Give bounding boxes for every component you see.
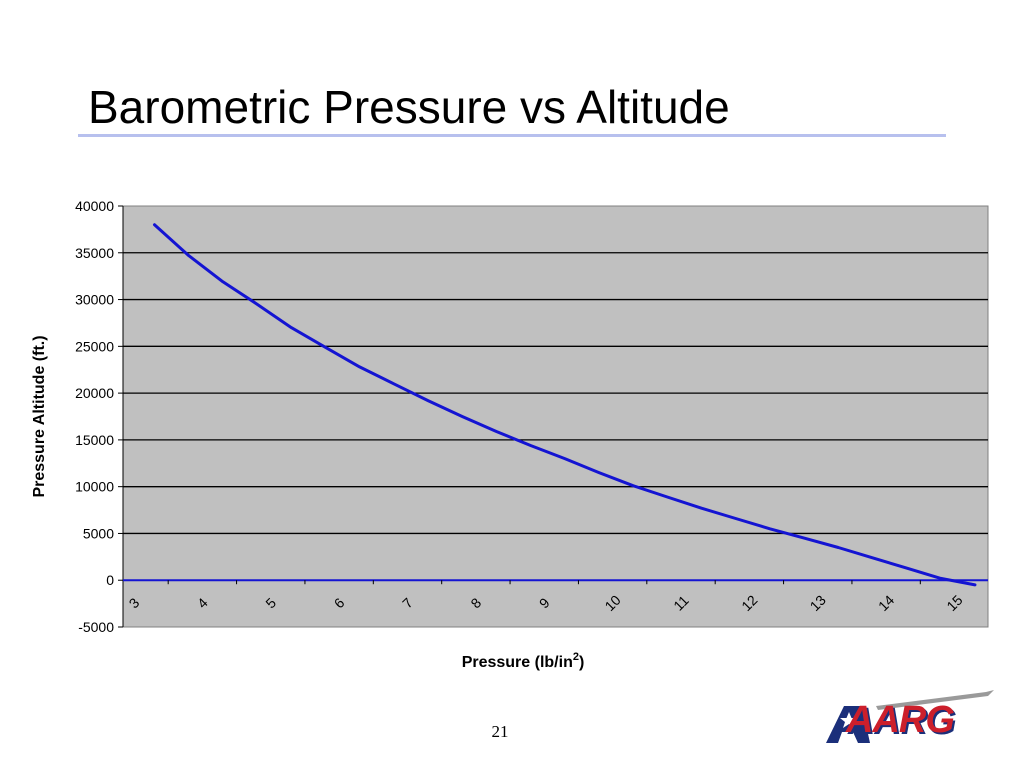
x-axis-title-superscript: 2 — [573, 651, 579, 663]
y-axis-title: Pressure Altitude (ft.) — [31, 335, 48, 497]
plot-area — [122, 205, 989, 628]
y-tick-label: 5000 — [83, 525, 114, 541]
logo-star-shape — [840, 712, 858, 728]
y-tick-label: 40000 — [75, 198, 114, 214]
y-tick-label: 30000 — [75, 292, 114, 308]
y-tick-label: 25000 — [75, 338, 114, 354]
grid-layer — [123, 252, 988, 581]
slide-title: Barometric Pressure vs Altitude — [88, 81, 730, 133]
logo-graphic — [826, 690, 994, 743]
y-tick-label: 35000 — [75, 245, 114, 261]
x-axis-title: Pressure (lb/in2) — [462, 651, 585, 671]
label-layer: -5000 0 5000 10000 15000 20000 25000 30000 35000… — [31, 198, 966, 671]
series-layer — [153, 223, 977, 587]
axis-layer — [118, 205, 988, 628]
pressure-altitude-series-line — [153, 223, 977, 587]
aarg-logo: AARG — [818, 688, 996, 748]
page-number: 21 — [491, 722, 509, 741]
logo-wordmark: AARG — [846, 699, 955, 741]
y-tick-label: 10000 — [75, 479, 114, 495]
x-axis-title-main: Pressure (lb/in — [462, 654, 573, 671]
y-tick-label: -5000 — [78, 619, 114, 635]
y-tick-label: 20000 — [75, 385, 114, 401]
altitude-pressure-chart: -5000 0 5000 10000 15000 20000 25000 30000 35000… — [31, 198, 989, 671]
logo-rocket-shape — [876, 690, 994, 710]
y-tick-label: 0 — [106, 572, 114, 588]
x-axis-title-suffix: ) — [579, 654, 584, 671]
y-tick-label: 15000 — [75, 432, 114, 448]
title-rule — [78, 134, 946, 137]
